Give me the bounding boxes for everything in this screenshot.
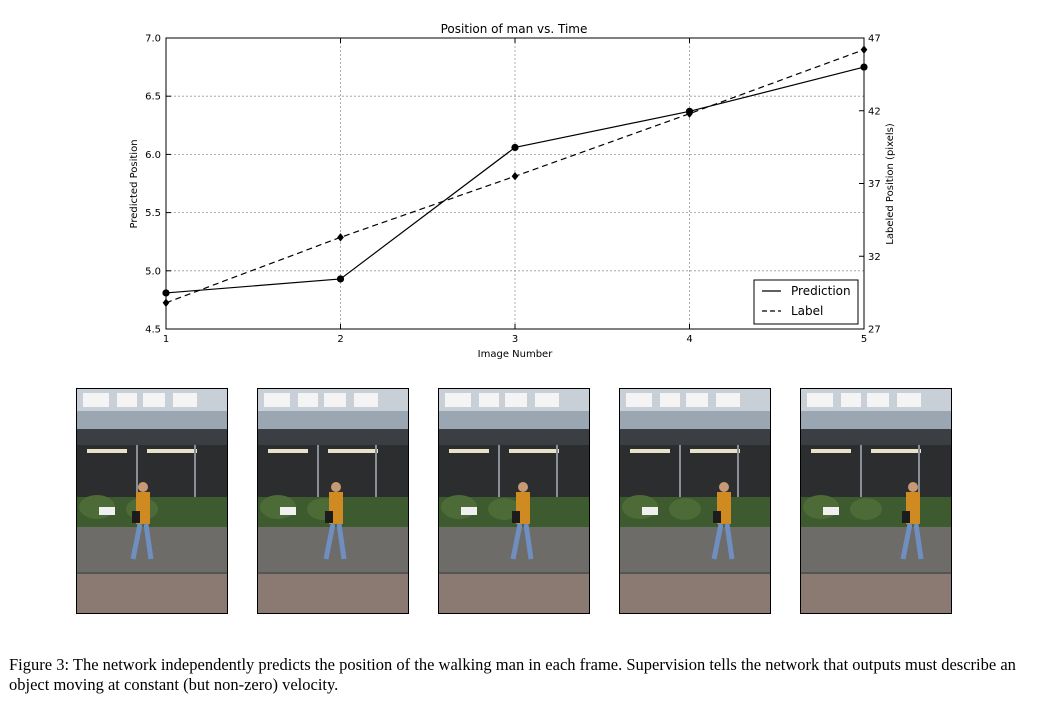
legend-prediction-label: Prediction [791,284,851,298]
video-frames-strip [0,388,1041,616]
y-tick-label: 7.0 [145,34,161,45]
chart: Position of man vs. Time 1 2 3 4 5 4.5 5.0 5.5 6… [129,22,896,360]
data-point-prediction [511,143,519,152]
data-point-label [686,109,693,118]
walking-man-photo [439,389,589,613]
walking-man-photo [801,389,951,613]
legend-label-label: Label [791,304,823,318]
y-axis-label: Predicted Position [129,139,140,228]
x-axis-label: Image Number [478,349,554,360]
x-tick-label: 3 [512,334,518,345]
y2-tick-label: 37 [868,179,881,190]
y2-tick-label: 42 [868,106,881,117]
y-tick-label: 5.0 [145,266,161,277]
video-frame [438,388,590,614]
figure-caption: Figure 3: The network independently pred… [9,655,1016,694]
x-tick-label: 5 [861,334,867,345]
tick-layer: 1 2 3 4 5 4.5 5.0 5.5 6.0 6.5 7.0 27 32 37 42 47 [145,34,881,346]
data-point-label [337,233,344,242]
video-frame [800,388,952,614]
legend-box [753,279,859,325]
video-frame [257,388,409,614]
y-tick-label: 4.5 [145,325,161,336]
y2-tick-label: 27 [868,325,881,336]
video-frame [619,388,771,614]
y2-tick-label: 32 [868,252,881,263]
y2-axis-label: Labeled Position (pixels) [885,123,896,245]
y-tick-label: 6.5 [145,92,161,103]
video-frame [76,388,228,614]
walking-man-photo [620,389,770,613]
walking-man-photo [258,389,408,613]
legend: Prediction Label [753,279,859,325]
y-tick-label: 5.5 [145,208,161,219]
y2-tick-label: 47 [868,34,881,45]
walking-man-photo [77,389,227,613]
chart-title: Position of man vs. Time [441,22,588,36]
y-tick-label: 6.0 [145,150,161,161]
x-tick-label: 4 [686,334,692,345]
data-point-prediction [336,275,345,283]
x-tick-label: 2 [337,334,343,345]
grid [166,38,864,329]
x-tick-label: 1 [163,334,169,345]
data-point-label [511,172,519,181]
